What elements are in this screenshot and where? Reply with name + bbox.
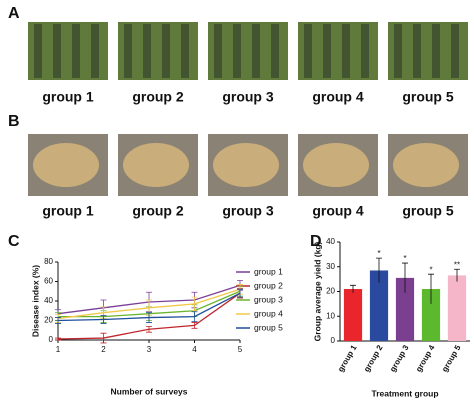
ridge: [271, 24, 279, 78]
ridge: [181, 24, 189, 78]
tuber-pile: [213, 143, 279, 187]
error-bar: [350, 284, 356, 293]
ridge: [413, 24, 421, 78]
caption: group 3: [222, 89, 274, 105]
caption: group 3: [222, 203, 274, 219]
error-bar: [191, 296, 198, 312]
photo-rows: [28, 22, 468, 196]
y-tick-label: 80: [44, 257, 53, 266]
y-tick-label: 0: [331, 336, 336, 345]
error-bar: [376, 257, 382, 283]
y-tick-label: 40: [326, 237, 335, 246]
error-bar: [191, 311, 198, 322]
error-bar: [191, 322, 198, 329]
bar: [395, 277, 415, 341]
ridge: [252, 24, 260, 78]
ridge: [342, 24, 350, 78]
y-axis-label: Disease index (%): [30, 265, 40, 337]
legend-label: group 2: [254, 280, 283, 290]
y-tick-label: 20: [326, 287, 335, 296]
ridge: [233, 24, 241, 78]
ridge: [124, 24, 132, 78]
tuber-pile: [33, 143, 99, 187]
y-tick-label: 20: [44, 316, 53, 325]
error-bar: [237, 288, 243, 298]
x-tick-label: 1: [56, 345, 61, 354]
legend-label: group 4: [254, 308, 283, 318]
significance: *: [403, 254, 406, 263]
tuber-pile: [393, 143, 459, 187]
ridge: [143, 24, 151, 78]
x-tick-label: group 5: [440, 343, 463, 373]
y-tick-label: 30: [326, 262, 335, 271]
ridge: [432, 24, 440, 78]
panel-label: A: [8, 5, 20, 22]
bar: [343, 289, 363, 341]
x-tick-label: 2: [101, 345, 106, 354]
caption: group 4: [312, 203, 364, 219]
ridge: [361, 24, 369, 78]
bar: [369, 270, 389, 341]
tuber-pile: [123, 143, 189, 187]
x-axis-label: Treatment group: [371, 388, 438, 398]
panel-label: B: [8, 113, 20, 130]
ridge: [162, 24, 170, 78]
ridge: [34, 24, 42, 78]
x-tick-label: 4: [192, 345, 197, 354]
error-bar: [100, 315, 107, 324]
x-axis-label: Number of surveys: [111, 386, 188, 396]
caption: group 1: [42, 89, 94, 105]
x-tick-label: group 1: [336, 343, 359, 373]
significance: *: [377, 249, 380, 258]
error-bar: [454, 268, 460, 282]
error-bar: [146, 312, 152, 323]
ridge: [451, 24, 459, 78]
x-tick-label: 3: [147, 345, 152, 354]
legend-label: group 5: [254, 322, 283, 332]
ridge: [91, 24, 99, 78]
y-tick-label: 0: [49, 335, 54, 344]
y-tick-label: 40: [44, 296, 53, 305]
bar: [421, 289, 441, 341]
error-bar: [55, 317, 61, 324]
y-tick-label: 10: [326, 311, 335, 320]
x-tick-label: 5: [238, 345, 243, 354]
y-axis-label: Group average yield (kg): [312, 241, 322, 341]
legend-label: group 3: [254, 294, 283, 304]
caption: group 2: [132, 89, 184, 105]
x-tick-label: group 2: [362, 343, 385, 373]
significance: **: [454, 260, 460, 269]
significance: *: [429, 265, 432, 274]
legend-label: group 1: [254, 266, 283, 276]
panel-label: C: [8, 233, 20, 250]
caption: group 5: [402, 89, 454, 105]
panel-label: D: [310, 233, 322, 250]
x-tick-label: group 4: [414, 343, 437, 373]
ridge: [214, 24, 222, 78]
ridge: [53, 24, 61, 78]
caption: group 5: [402, 203, 454, 219]
error-bar: [100, 332, 107, 344]
ridge: [394, 24, 402, 78]
error-bar: [55, 337, 61, 341]
caption: group 4: [312, 89, 364, 105]
y-tick-label: 60: [44, 277, 53, 286]
caption: group 1: [42, 203, 94, 219]
error-bar: [146, 325, 152, 333]
caption: group 2: [132, 203, 184, 219]
ridge: [304, 24, 312, 78]
ridge: [323, 24, 331, 78]
tuber-pile: [303, 143, 369, 187]
bar: [447, 275, 467, 341]
ridge: [72, 24, 80, 78]
x-tick-label: group 3: [388, 343, 411, 373]
error-bar: [428, 273, 434, 304]
error-bar: [402, 262, 408, 293]
